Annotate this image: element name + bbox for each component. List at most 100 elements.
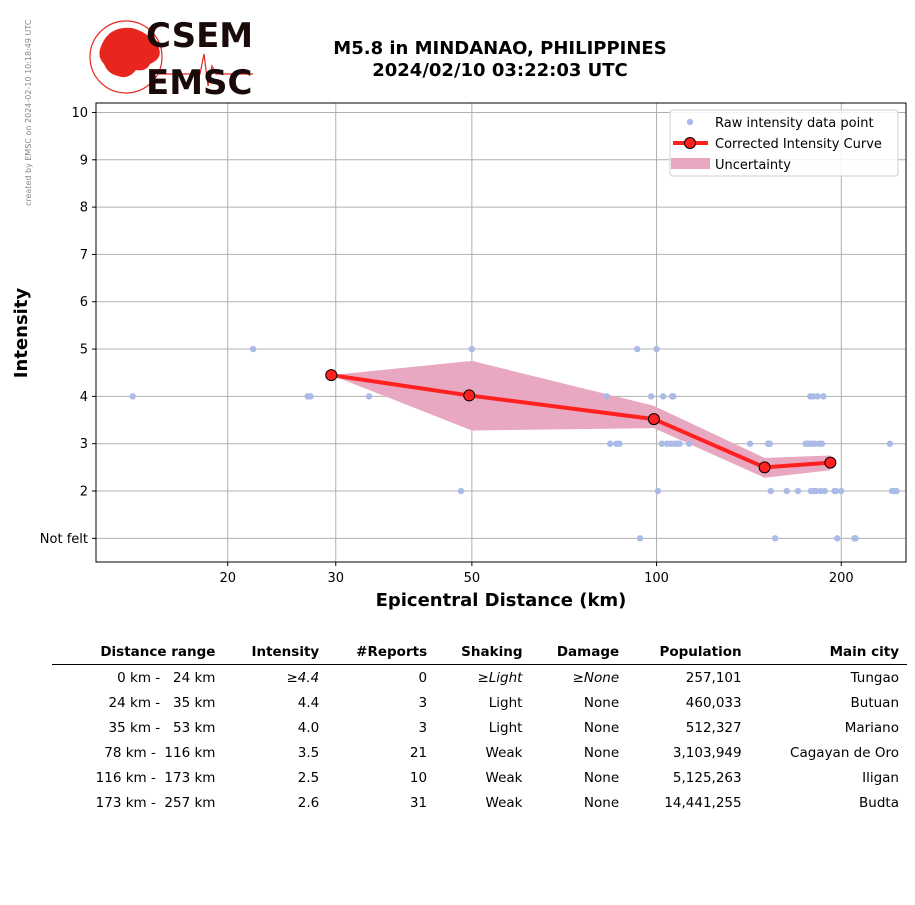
raw-data-point (616, 440, 623, 447)
cell-distance-range: 24 km - 35 km (108, 694, 216, 711)
legend-label-curve: Corrected Intensity Curve (715, 137, 882, 152)
logo-seismogram (158, 53, 253, 87)
cell-main-city: Mariano (844, 719, 899, 736)
raw-data-point (814, 393, 821, 400)
legend-label-raw: Raw intensity data point (715, 116, 874, 131)
cell-main-city: Tungao (850, 669, 899, 686)
cell-intensity: 2.6 (297, 794, 320, 811)
legend-box (669, 109, 899, 177)
cell-main-city: Budta (859, 794, 899, 811)
cell-shaking: Light (488, 719, 523, 736)
cell-shaking: Weak (485, 744, 523, 761)
cell-reports: 10 (409, 769, 428, 786)
cell-damage: None (583, 694, 620, 711)
cell-distance-range: 78 km - 116 km (104, 744, 216, 761)
credit-text: created by EMSC on 2024-02-10 10:18:49 U… (24, 19, 33, 206)
raw-data-point (676, 440, 683, 447)
raw-data-point (685, 440, 693, 447)
raw-data-point (670, 393, 677, 400)
raw-data-point (746, 440, 754, 447)
raw-data-point (771, 535, 779, 542)
raw-data-point (603, 393, 611, 400)
raw-data-point (794, 487, 802, 495)
credit-text-container: created by EMSC on 2024-02-10 10:18:49 U… (24, 19, 33, 206)
plot-frame (95, 102, 907, 563)
cell-distance-range: 35 km - 53 km (108, 719, 216, 736)
raw-data-point (832, 487, 840, 495)
header-damage: Damage (556, 644, 620, 660)
y-tick-label: 7 (80, 248, 88, 263)
cell-damage: None (583, 794, 620, 811)
x-tick-label: 20 (219, 571, 236, 586)
raw-data-point (634, 345, 641, 353)
cell-intensity: 2.5 (297, 769, 320, 786)
y-tick-label: 8 (80, 201, 88, 216)
intensity-chart: 20 30 50 100 200 Not felt 2 3 4 5 6 7 8 9 10 Epicentra… (11, 102, 907, 611)
emsc-logo: CSEM EMSC (89, 16, 253, 100)
raw-data-point (818, 440, 826, 447)
cell-main-city: Cagayan de Oro (790, 744, 899, 761)
cell-distance-range: 116 km - 173 km (95, 769, 216, 786)
raw-data-point (249, 345, 257, 353)
cell-intensity: 4.4 (297, 694, 320, 711)
curve-marker (824, 456, 837, 469)
header-population: Population (659, 644, 742, 660)
raw-data-point (767, 487, 774, 495)
x-axis-label: Epicentral Distance (km) (376, 590, 627, 611)
raw-data-point (821, 487, 828, 495)
cell-damage: ≥None (572, 669, 620, 686)
table-row: 35 km - 53 km 4.0 3 Light None 512,327 Mariano (52, 715, 907, 740)
cell-reports: 3 (418, 719, 428, 736)
legend: Raw intensity data point Corrected Intens… (669, 109, 899, 177)
x-tick-label: 200 (829, 571, 854, 586)
raw-data-point (129, 393, 136, 400)
cell-damage: None (583, 744, 620, 761)
curve-layer (325, 369, 837, 474)
raw-data-point (820, 393, 827, 400)
table-row: 78 km - 116 km 3.5 21 Weak None 3,103,949 Caga… (52, 740, 907, 765)
uncertainty-layer (331, 360, 831, 478)
raw-data-point (838, 487, 845, 495)
raw-data-point (766, 440, 774, 447)
y-axis-label: Intensity (11, 288, 32, 379)
raw-data-point (659, 393, 667, 400)
header-distance: Distance range (100, 644, 216, 660)
legend-raw-marker (686, 118, 694, 126)
axis-ticks: 20 30 50 100 200 Not felt 2 3 4 5 6 7 8 9 10 (40, 106, 854, 586)
y-tick-label: 5 (80, 343, 88, 358)
cell-shaking: Weak (485, 769, 523, 786)
logo-globe-land (99, 27, 160, 78)
cell-shaking: Light (488, 694, 523, 711)
cell-damage: None (583, 719, 620, 736)
curve-marker (758, 461, 771, 474)
raw-data-point (658, 440, 666, 447)
header-shaking: Shaking (461, 644, 523, 660)
raw-data-point (365, 393, 373, 400)
y-tick-label: 2 (80, 485, 88, 500)
cell-reports: 31 (409, 794, 428, 811)
y-tick-label: Not felt (40, 532, 88, 547)
raw-data-point (852, 535, 859, 542)
cell-reports: 0 (418, 669, 428, 686)
raw-data-point (468, 345, 476, 353)
curve-marker (463, 389, 476, 402)
raw-data-point (606, 440, 614, 447)
raw-data-point (834, 535, 841, 542)
cell-population: 3,103,949 (672, 744, 742, 761)
raw-data-point (307, 393, 314, 400)
cell-damage: None (583, 769, 620, 786)
cell-intensity: ≥4.4 (286, 669, 320, 686)
header-intensity: Intensity (251, 644, 320, 660)
y-tick-label: 9 (80, 153, 88, 168)
curve-marker (647, 413, 660, 426)
cell-reports: 3 (418, 694, 428, 711)
uncertainty-band (331, 360, 831, 478)
legend-uncertainty-patch (671, 158, 710, 169)
table-row: 24 km - 35 km 4.4 3 Light None 460,033 Butuan (52, 690, 907, 715)
cell-population: 512,327 (685, 719, 742, 736)
cell-shaking: Weak (485, 794, 523, 811)
y-tick-label: 3 (80, 437, 88, 452)
cell-intensity: 4.0 (297, 719, 320, 736)
curve-marker (325, 369, 338, 382)
cell-main-city: Butuan (850, 694, 900, 711)
